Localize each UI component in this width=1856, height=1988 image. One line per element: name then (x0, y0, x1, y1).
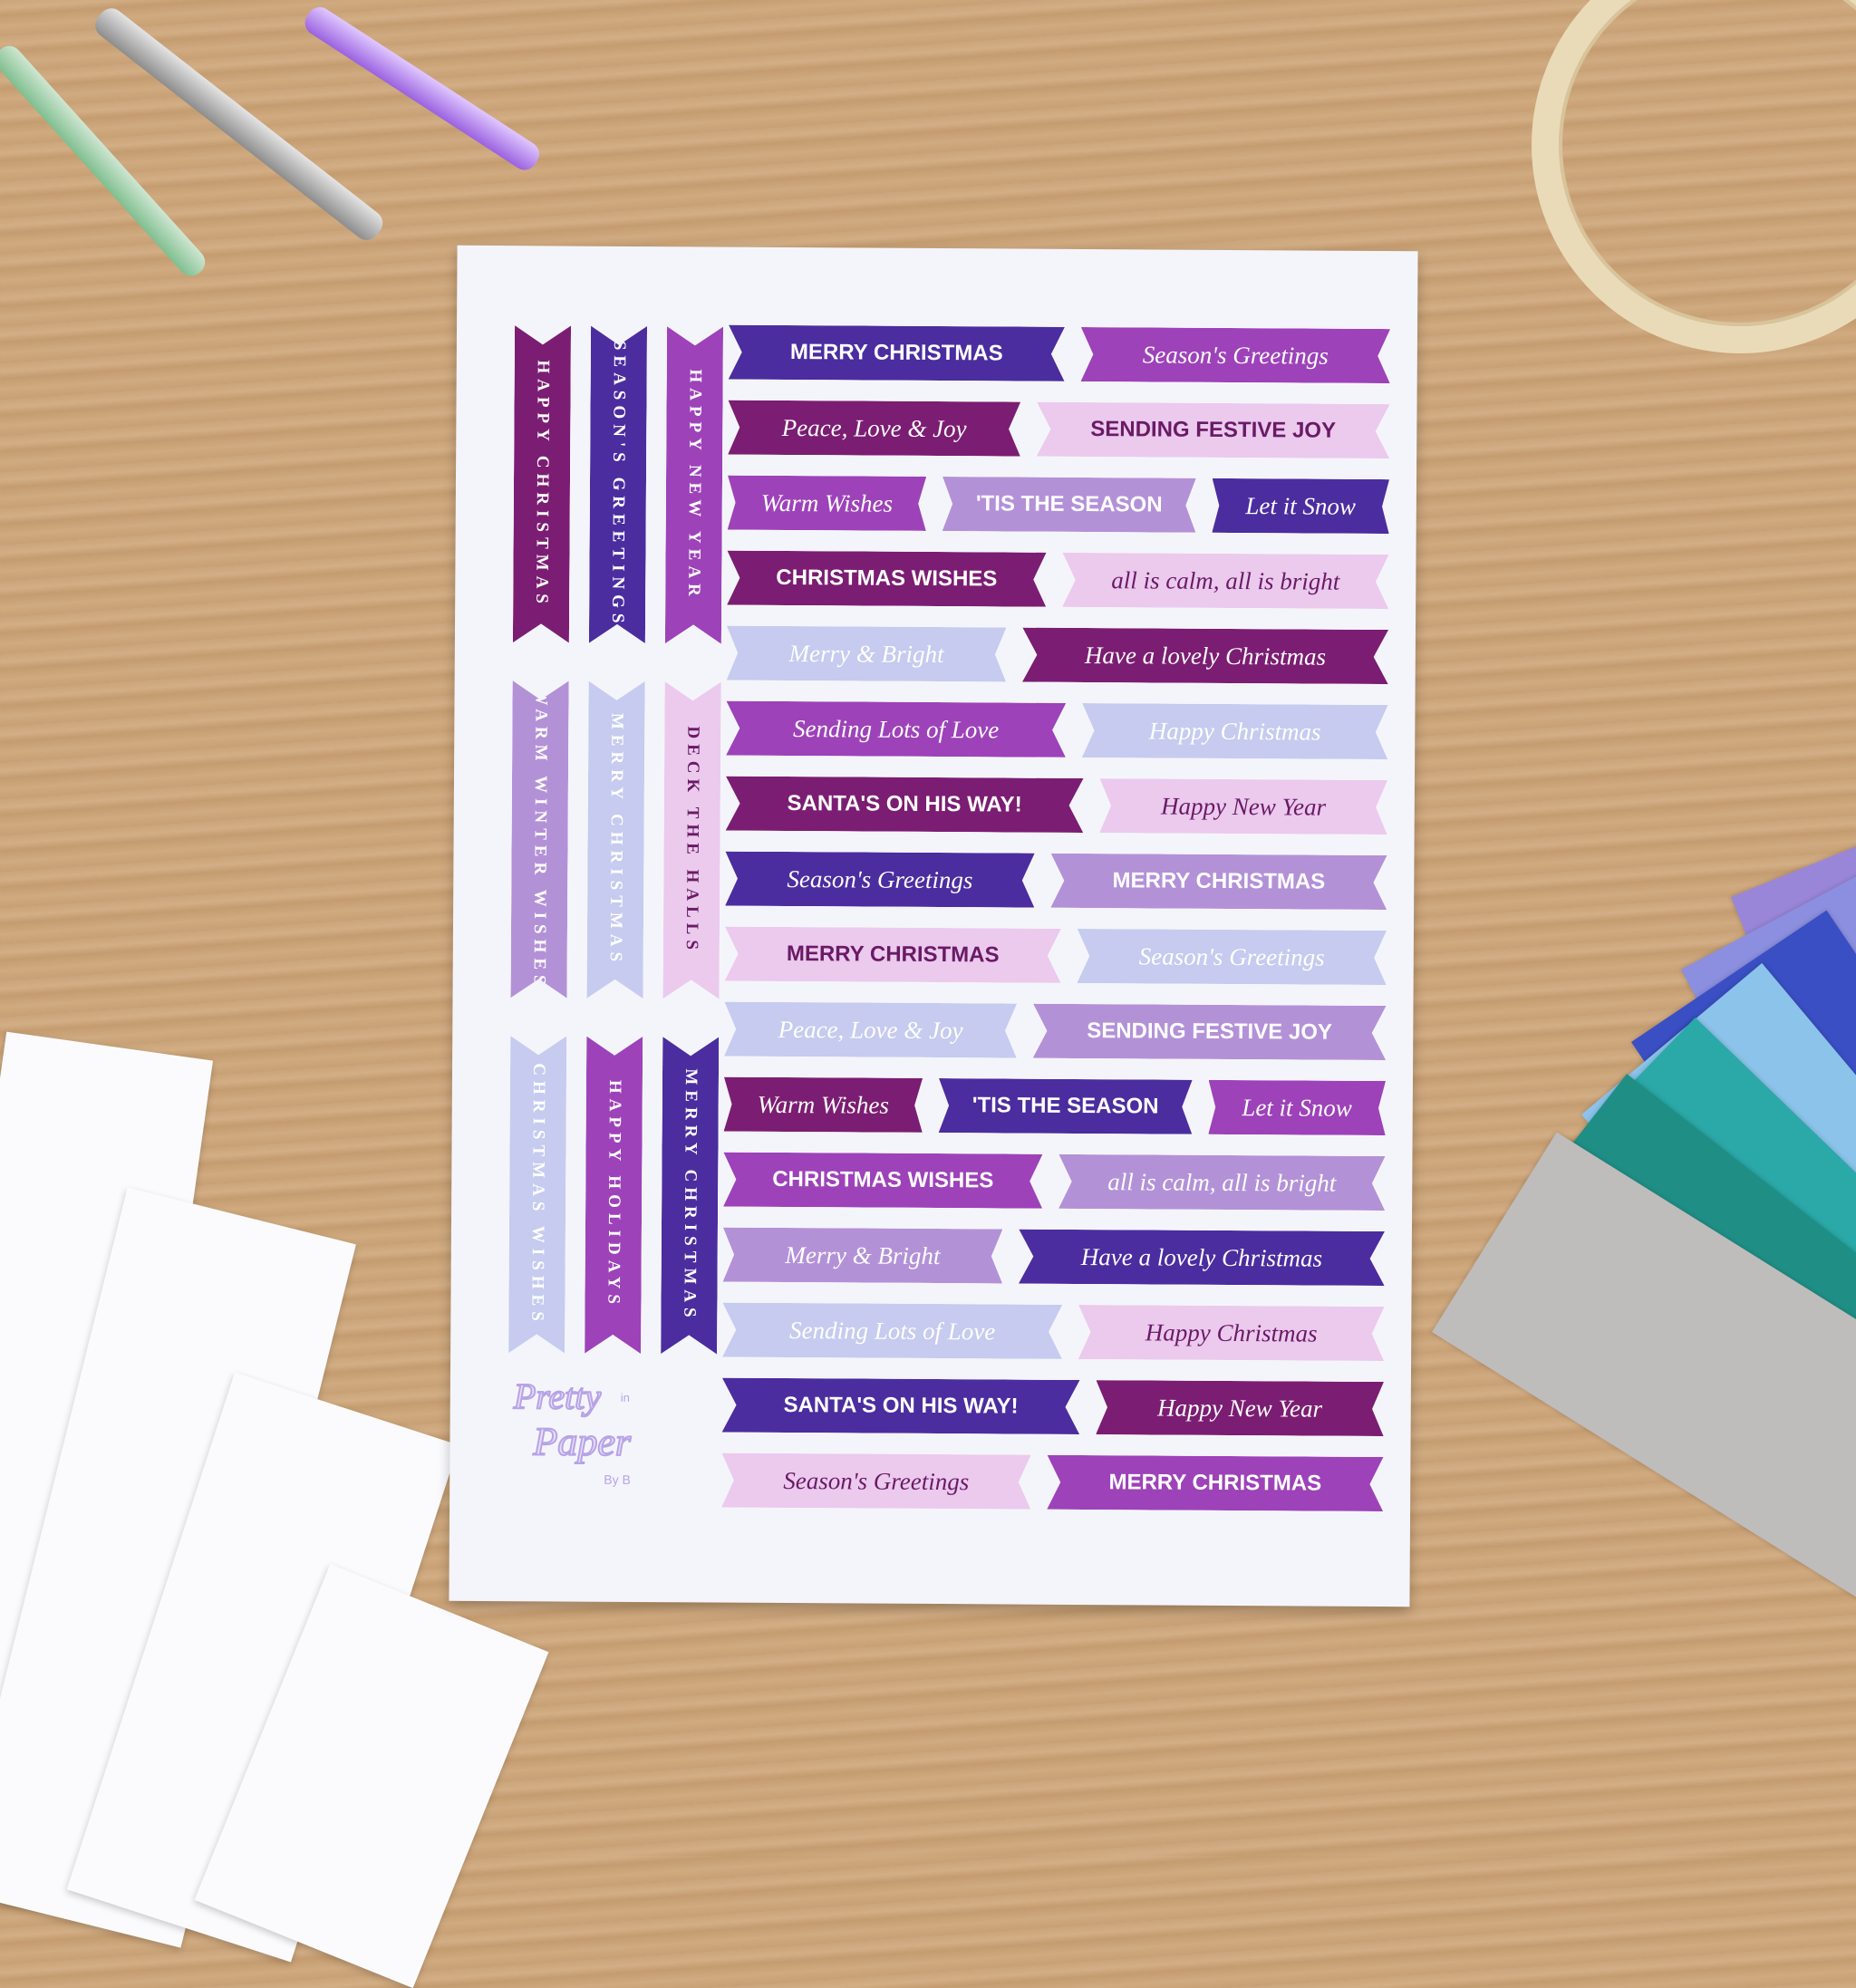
banner-row: Season's Greetings MERRY CHRISTMAS (721, 1453, 1383, 1511)
banner-sticker: 'TIS THE SEASON (939, 1078, 1193, 1134)
logo-line2: Paper (532, 1418, 632, 1465)
pen-purple (300, 2, 545, 175)
vertical-banner-sticker: HAPPY NEW YEAR (665, 326, 723, 643)
vertical-banner-sticker: HAPPY HOLIDAYS (585, 1037, 643, 1354)
banner-row: Merry & Bright Have a lovely Christmas (727, 626, 1388, 684)
banner-sticker: Peace, Love & Joy (724, 1002, 1017, 1058)
banner-sticker: Peace, Love & Joy (728, 400, 1020, 457)
vertical-banner-sticker: HAPPY CHRISTMAS (513, 325, 571, 642)
banner-sticker: Have a lovely Christmas (1019, 1230, 1385, 1286)
banner-sticker: CHRISTMAS WISHES (727, 551, 1046, 607)
vertical-banner-group: CHRISTMAS WISHES HAPPY HOLIDAYS MERRY CHRI… (508, 1036, 719, 1354)
banner-sticker: Sending Lots of Love (722, 1303, 1062, 1359)
banner-sticker: Happy New Year (1096, 1380, 1384, 1436)
banner-sticker: Merry & Bright (727, 626, 1007, 682)
banner-text: HAPPY CHRISTMAS (532, 360, 553, 609)
banner-sticker: SENDING FESTIVE JOY (1033, 1004, 1387, 1060)
banner-row: SANTA'S ON HIS WAY! Happy New Year (726, 777, 1387, 835)
banner-row: Sending Lots of Love Happy Christmas (722, 1303, 1384, 1361)
banner-text: HAPPY HOLIDAYS (604, 1080, 624, 1310)
pretty-in-paper-logo: Pretty in Paper By B (513, 1375, 695, 1506)
banner-text: DECK THE HALLS (682, 726, 703, 955)
banner-sticker: CHRISTMAS WISHES (723, 1153, 1042, 1209)
banner-sticker: Have a lovely Christmas (1022, 628, 1388, 684)
horizontal-banners: MERRY CHRISTMAS Season's Greetings Peace, … (721, 325, 1390, 1511)
banner-sticker: SENDING FESTIVE JOY (1037, 402, 1390, 458)
banner-text: SEASON'S GREETINGS (607, 340, 629, 629)
banner-sticker: Sending Lots of Love (726, 701, 1066, 758)
banner-sticker: Warm Wishes (728, 476, 926, 531)
banner-text: MERRY CHRISTMAS (680, 1068, 701, 1323)
banner-sticker: MERRY CHRISTMAS (729, 325, 1065, 381)
banner-sticker: Happy Christmas (1078, 1305, 1385, 1361)
banner-sticker: MERRY CHRISTMAS (725, 927, 1061, 983)
banner-sticker: Warm Wishes (724, 1077, 923, 1133)
banner-sticker: Happy Christmas (1082, 703, 1388, 759)
banner-row: MERRY CHRISTMAS Season's Greetings (729, 325, 1390, 383)
vertical-banner-group: HAPPY CHRISTMAS SEASON'S GREETINGS HAPPY N… (513, 325, 723, 643)
logo-by: By B (604, 1472, 631, 1487)
banner-text: HAPPY NEW YEAR (684, 369, 705, 602)
banner-sticker: Let it Snow (1208, 1080, 1386, 1135)
vertical-banner-sticker: SEASON'S GREETINGS (589, 326, 647, 643)
banner-sticker: MERRY CHRISTMAS (1047, 1455, 1383, 1511)
banner-row: MERRY CHRISTMAS Season's Greetings (725, 927, 1387, 985)
banner-sticker: Season's Greetings (1077, 929, 1387, 985)
masking-tape-roll (1532, 0, 1856, 353)
banner-sticker: Season's Greetings (721, 1453, 1031, 1510)
vertical-banner-sticker: CHRISTMAS WISHES (508, 1036, 566, 1353)
banner-row: Sending Lots of Love Happy Christmas (726, 701, 1387, 759)
banner-row: Merry & Bright Have a lovely Christmas (723, 1228, 1385, 1286)
banner-row: Peace, Love & Joy SENDING FESTIVE JOY (724, 1002, 1386, 1060)
banner-sticker: Let it Snow (1212, 478, 1389, 534)
vertical-banner-sticker: MERRY CHRISTMAS (661, 1037, 719, 1354)
banner-sticker: MERRY CHRISTMAS (1050, 854, 1387, 910)
vertical-banner-sticker: WARM WINTER WISHES (511, 680, 569, 998)
vertical-banner-group: WARM WINTER WISHES MERRY CHRISTMAS DECK TH… (511, 680, 721, 999)
banner-text: WARM WINTER WISHES (529, 688, 551, 991)
vertical-banner-sticker: MERRY CHRISTMAS (587, 681, 645, 999)
banner-row: Warm Wishes 'TIS THE SEASON Let it Snow (724, 1077, 1386, 1135)
banner-sticker: SANTA'S ON HIS WAY! (722, 1378, 1080, 1434)
banner-sticker: 'TIS THE SEASON (942, 477, 1196, 533)
banner-sticker: SANTA'S ON HIS WAY! (726, 777, 1084, 833)
sticker-sheet: HAPPY CHRISTMAS SEASON'S GREETINGS HAPPY N… (449, 245, 1418, 1607)
banner-text: CHRISTMAS WISHES (527, 1063, 549, 1327)
logo-small: in (620, 1390, 630, 1404)
logo-line1: Pretty (513, 1375, 603, 1418)
banner-text: MERRY CHRISTMAS (605, 712, 627, 968)
banner-row: CHRISTMAS WISHES all is calm, all is brig… (723, 1153, 1385, 1211)
vertical-banner-sticker: DECK THE HALLS (663, 681, 721, 999)
banner-row: Peace, Love & Joy SENDING FESTIVE JOY (728, 400, 1389, 458)
banner-sticker: Season's Greetings (1081, 327, 1391, 383)
banner-row: Season's Greetings MERRY CHRISTMAS (725, 852, 1387, 910)
banner-sticker: Merry & Bright (723, 1228, 1003, 1284)
banner-row: CHRISTMAS WISHES all is calm, all is brig… (727, 551, 1388, 609)
banner-sticker: all is calm, all is bright (1062, 553, 1388, 609)
banner-row: SANTA'S ON HIS WAY! Happy New Year (722, 1378, 1384, 1436)
banner-sticker: all is calm, all is bright (1058, 1154, 1385, 1211)
banner-sticker: Season's Greetings (725, 852, 1035, 908)
banner-row: Warm Wishes 'TIS THE SEASON Let it Snow (728, 476, 1389, 534)
vertical-banners: HAPPY CHRISTMAS SEASON'S GREETINGS HAPPY N… (458, 246, 1418, 251)
banner-sticker: Happy New Year (1099, 778, 1387, 835)
